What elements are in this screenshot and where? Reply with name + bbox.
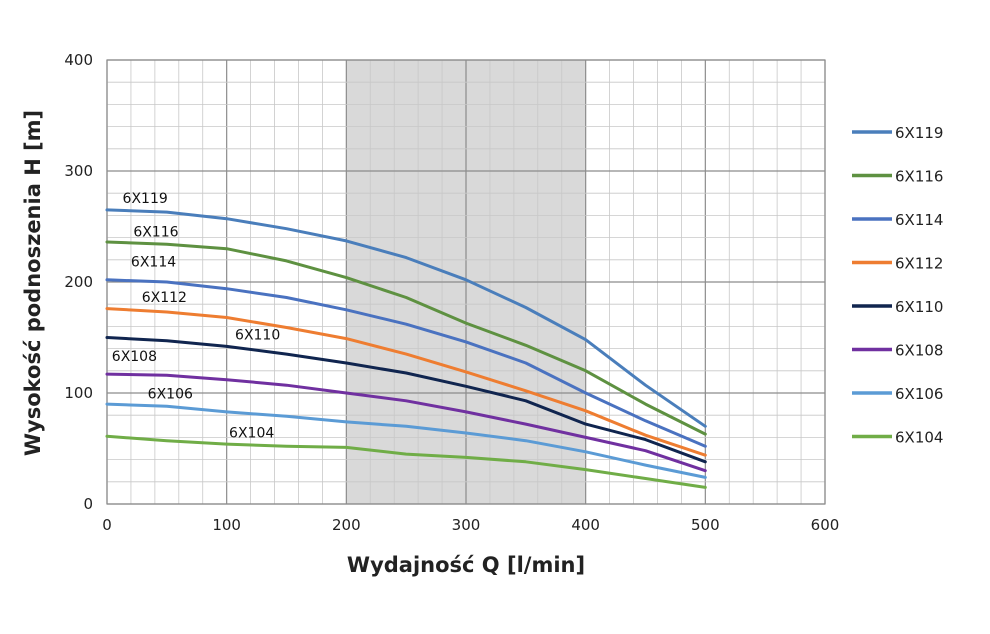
curve-label-6x108: 6X108 [112, 349, 157, 365]
legend-label: 6X114 [895, 211, 943, 229]
legend: 6X119 6X116 6X114 6X112 6X110 6X108 6X106 6X104 [852, 124, 943, 447]
y-tick-label: 400 [64, 51, 93, 69]
x-tick-label: 0 [102, 516, 112, 534]
x-tick-label: 600 [811, 516, 840, 534]
legend-item-6x108: 6X108 [852, 342, 943, 360]
curve-label-6x119: 6X119 [123, 191, 168, 207]
legend-label: 6X108 [895, 342, 943, 360]
y-axis-title: Wysokość podnoszenia H [m] [21, 110, 45, 456]
curve-label-6x114: 6X114 [131, 254, 176, 270]
tick-layer: 0 100 200 300 400 500 600 0 100 200 300 400 [64, 51, 839, 534]
series-line-6x112 [105, 307, 707, 457]
legend-item-6x110: 6X110 [852, 298, 943, 316]
legend-label: 6X104 [895, 429, 943, 447]
x-tick-label: 300 [452, 516, 481, 534]
legend-label: 6X116 [895, 168, 943, 186]
y-tick-label: 200 [64, 273, 93, 291]
y-tick-label: 0 [83, 495, 93, 513]
legend-item-6x112: 6X112 [852, 255, 943, 273]
x-tick-label: 500 [691, 516, 720, 534]
curve-label-6x110: 6X110 [235, 328, 280, 344]
legend-label: 6X106 [895, 385, 943, 403]
legend-label: 6X112 [895, 255, 943, 273]
series-line-6x119 [105, 208, 707, 428]
x-tick-label: 200 [332, 516, 361, 534]
legend-label: 6X119 [895, 124, 943, 142]
x-tick-label: 400 [571, 516, 600, 534]
curve-label-6x112: 6X112 [142, 290, 187, 306]
series-line-6x114 [105, 278, 707, 448]
legend-item-6x119: 6X119 [852, 124, 943, 142]
curve-label-6x106: 6X106 [148, 387, 193, 403]
annotation-layer: 6X119 6X116 6X114 6X112 6X110 6X108 6X106 6X104 [112, 191, 280, 441]
series-line-6x110 [105, 336, 707, 464]
legend-item-6x104: 6X104 [852, 429, 943, 447]
legend-item-6x106: 6X106 [852, 385, 943, 403]
grid-layer [106, 59, 826, 505]
series-line-6x106 [105, 402, 707, 479]
plot-border [106, 59, 826, 505]
series-layer [105, 208, 707, 489]
x-axis-title: Wydajność Q [l/min] [347, 553, 585, 577]
legend-item-6x114: 6X114 [852, 211, 943, 229]
series-line-6x108 [105, 372, 707, 473]
series-line-6x116 [105, 240, 707, 436]
y-tick-label: 100 [64, 384, 93, 402]
legend-label: 6X110 [895, 298, 943, 316]
y-tick-label: 300 [64, 162, 93, 180]
curve-label-6x104: 6X104 [229, 425, 274, 441]
series-line-6x104 [105, 434, 707, 489]
x-tick-label: 100 [212, 516, 241, 534]
curve-label-6x116: 6X116 [133, 224, 178, 240]
legend-item-6x116: 6X116 [852, 168, 943, 186]
